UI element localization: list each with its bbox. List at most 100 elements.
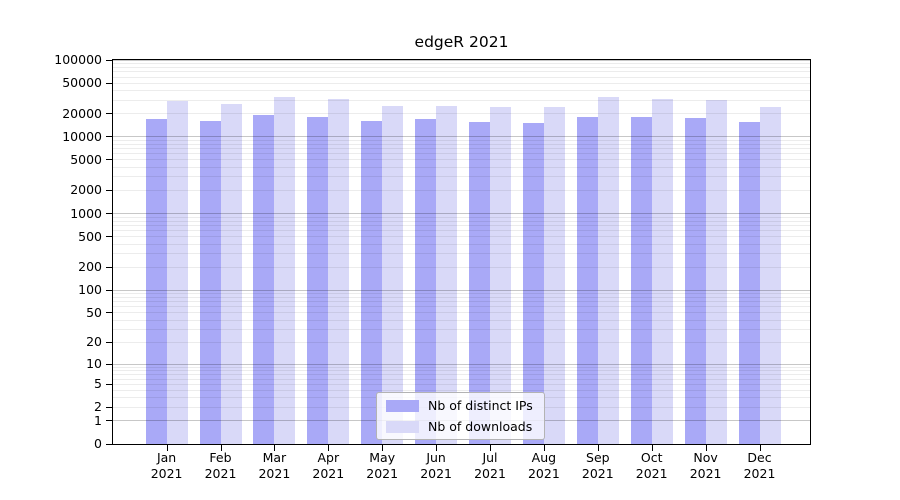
gridline: [113, 341, 810, 343]
y-tick: [106, 236, 113, 238]
x-tick: [328, 444, 330, 451]
legend-swatch-nb-of-downloads: [386, 420, 419, 433]
y-tick-label: 5: [94, 376, 102, 392]
bars-layer: [113, 60, 810, 444]
x-tick-label: May 2021: [366, 450, 399, 481]
x-tick-label: Apr 2021: [312, 450, 345, 481]
gridline: [113, 230, 810, 232]
x-tick: [705, 444, 707, 451]
x-tick-label: Aug 2021: [527, 450, 560, 481]
gridline: [113, 153, 810, 155]
gridline: [113, 253, 810, 255]
x-tick-label: Nov 2021: [689, 450, 722, 481]
gridline: [113, 296, 810, 298]
gridline: [113, 63, 810, 64]
gridline: [113, 59, 810, 61]
gridline: [113, 82, 810, 84]
y-tick: [106, 383, 113, 385]
bar-nb-of-distinct-ips-feb: [199, 120, 221, 444]
x-tick-label: Feb 2021: [204, 450, 237, 481]
gridline: [113, 113, 810, 115]
bar-nb-of-distinct-ips-jul: [469, 121, 490, 444]
y-tick: [106, 213, 113, 215]
y-tick-label: 100: [78, 282, 102, 298]
x-tick-label: Jul 2021: [474, 450, 506, 481]
bar-nb-of-downloads-jul: [490, 107, 511, 444]
y-tick-label: 20000: [62, 105, 102, 121]
x-tick: [382, 444, 384, 451]
x-tick: [220, 444, 222, 451]
legend: Nb of distinct IPs Nb of downloads: [376, 392, 545, 440]
bar-nb-of-distinct-ips-oct: [630, 117, 652, 444]
y-tick: [106, 59, 113, 61]
x-tick: [490, 444, 491, 451]
x-tick-label: Jun 2021: [420, 450, 452, 481]
bar-nb-of-distinct-ips-jan: [145, 118, 167, 444]
gridline: [113, 243, 810, 245]
gridline: [113, 166, 810, 168]
x-tick: [597, 444, 599, 451]
legend-label: Nb of downloads: [428, 419, 533, 434]
bar-nb-of-downloads-apr: [328, 99, 350, 444]
gridline: [113, 328, 810, 330]
gridline: [113, 236, 810, 238]
bar-nb-of-downloads-aug: [543, 106, 565, 444]
bar-nb-of-downloads-feb: [220, 104, 242, 444]
gridline: [113, 306, 810, 308]
gridline: [113, 301, 810, 303]
gridline: [113, 159, 810, 161]
gridline: [113, 176, 810, 178]
y-tick-label: 200: [78, 259, 102, 275]
bar-nb-of-downloads-jan: [166, 101, 188, 444]
legend-swatch-nb-of-distinct-ips: [386, 399, 419, 412]
gridline: [113, 383, 810, 385]
chart-title: edgeR 2021: [414, 33, 509, 51]
bar-nb-of-distinct-ips-nov: [684, 117, 706, 444]
y-tick: [106, 136, 113, 138]
gridline: [113, 374, 810, 376]
y-tick-label: 2: [94, 399, 102, 415]
gridline: [113, 99, 810, 101]
bar-nb-of-downloads-nov: [705, 100, 727, 444]
bar-nb-of-distinct-ips-apr: [307, 117, 329, 444]
x-tick: [166, 444, 168, 451]
bar-nb-of-downloads-dec: [759, 107, 781, 444]
x-tick: [274, 444, 276, 451]
x-tick-label: Dec 2021: [743, 450, 776, 481]
bar-nb-of-distinct-ips-sep: [576, 117, 598, 444]
gridline: [113, 71, 810, 73]
gridline: [113, 148, 810, 150]
gridline: [113, 76, 810, 78]
legend-item: Nb of downloads: [386, 420, 535, 433]
y-tick: [106, 113, 113, 115]
y-tick-label: 100000: [54, 52, 102, 67]
bar-nb-of-distinct-ips-jun: [415, 119, 437, 444]
y-tick-label: 10000: [62, 128, 102, 144]
y-tick-label: 50000: [62, 75, 102, 91]
y-tick: [106, 420, 113, 422]
bar-nb-of-distinct-ips-mar: [253, 114, 275, 444]
bar-nb-of-distinct-ips-may: [361, 121, 383, 444]
gridline: [113, 136, 810, 138]
x-tick-label: Jan 2021: [150, 450, 183, 481]
gridline: [113, 216, 810, 218]
gridline: [113, 66, 810, 68]
gridline: [113, 139, 810, 141]
gridline: [113, 90, 810, 92]
y-tick-label: 20: [86, 334, 102, 350]
gridline: [113, 224, 810, 226]
x-tick: [759, 444, 761, 451]
x-tick-label: Oct 2021: [635, 450, 668, 481]
y-tick-label: 5000: [70, 151, 102, 167]
x-tick: [436, 444, 438, 451]
y-tick-label: 50: [86, 304, 102, 320]
bar-nb-of-downloads-mar: [274, 96, 296, 444]
y-tick-label: 1000: [70, 205, 102, 221]
gridline: [113, 293, 810, 295]
y-tick: [106, 159, 113, 161]
y-tick: [106, 82, 113, 84]
y-tick: [106, 443, 113, 445]
gridline: [113, 189, 810, 191]
y-tick-label: 10: [86, 356, 102, 372]
